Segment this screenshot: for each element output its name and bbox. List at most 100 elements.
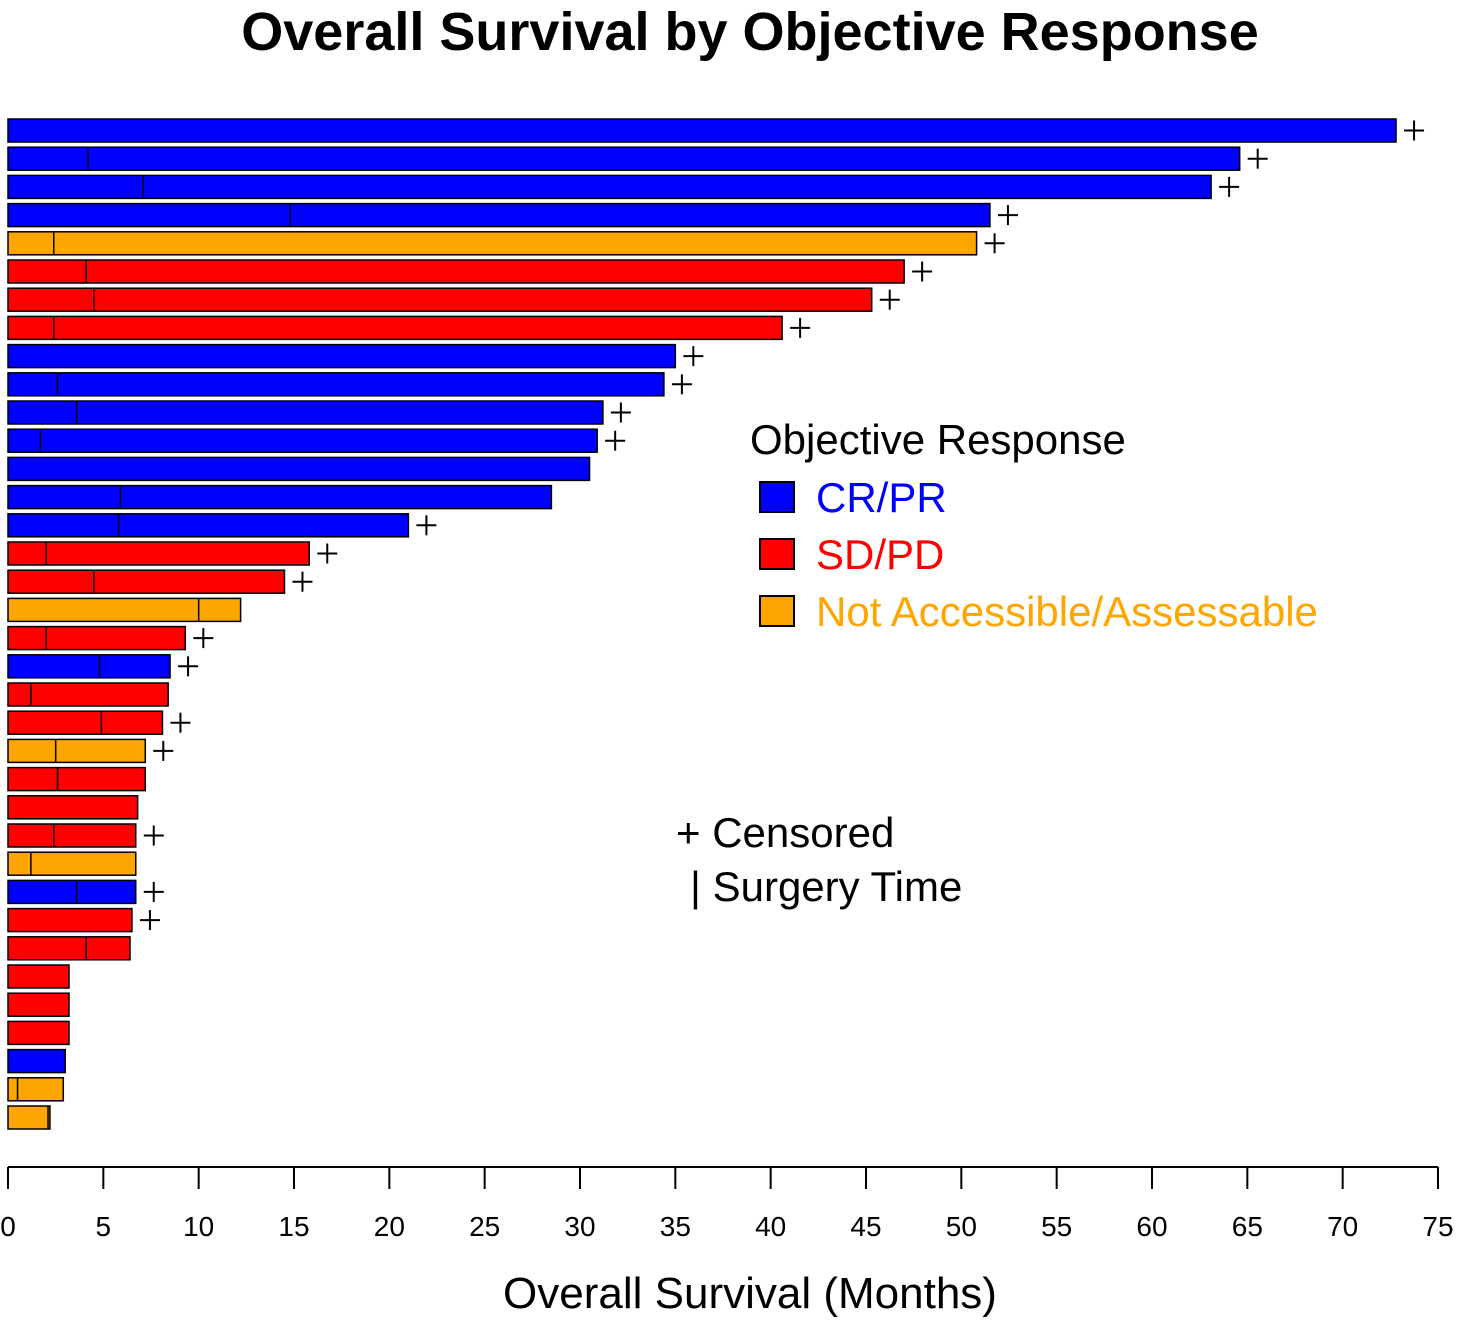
bar [7, 315, 783, 341]
x-tick-label: 70 [1327, 1211, 1358, 1242]
bar [7, 964, 70, 989]
x-tick-label: 30 [564, 1211, 595, 1242]
censored-marker [984, 233, 1005, 254]
censored-marker [153, 740, 174, 761]
x-tick-label: 55 [1041, 1211, 1072, 1242]
x-tick-label: 5 [96, 1211, 112, 1242]
bar-row [7, 992, 70, 1017]
bar-row [7, 118, 1425, 143]
censored-marker [292, 571, 313, 592]
legend-swatch [759, 481, 795, 513]
bar-row [7, 231, 1005, 256]
bar [7, 1020, 70, 1046]
bar [7, 879, 137, 905]
x-tick-label: 0 [0, 1211, 16, 1242]
censored-marker [1219, 176, 1240, 197]
bar [7, 1048, 66, 1074]
bar [7, 513, 410, 538]
bar [7, 907, 133, 933]
bar-row [7, 682, 169, 707]
bar [7, 710, 164, 735]
bar-row [7, 400, 631, 425]
bar-row [7, 1077, 65, 1102]
bar-row [7, 851, 137, 876]
bar-row [7, 569, 313, 594]
bar [7, 1105, 51, 1130]
legend-item: CR/PR [759, 474, 947, 521]
censored-marker [178, 656, 199, 677]
chart-title: Overall Survival by Objective Response [241, 2, 1258, 62]
legend-item: SD/PD [759, 531, 944, 578]
bar-row [7, 484, 553, 510]
bar [7, 738, 147, 764]
bar-row [7, 202, 1018, 228]
bar [7, 936, 131, 961]
censored-marker [683, 346, 704, 367]
x-tick-label: 45 [850, 1211, 881, 1242]
x-tick-label: 50 [946, 1211, 977, 1242]
x-tick-label: 10 [183, 1211, 214, 1242]
bar [7, 146, 1241, 171]
censored-marker [1404, 120, 1425, 141]
bar-row [7, 541, 338, 566]
bar [7, 484, 553, 510]
x-tick-label: 40 [755, 1211, 786, 1242]
x-tick-label: 60 [1136, 1211, 1167, 1242]
bar-row [7, 597, 242, 623]
x-tick-label: 35 [660, 1211, 691, 1242]
bar [7, 823, 137, 848]
bar-row [7, 738, 174, 764]
censored-annotation: + Censored [676, 809, 894, 856]
bar [7, 597, 242, 623]
bar-row [7, 823, 164, 848]
bar [7, 343, 677, 369]
bar-row [7, 1105, 51, 1130]
x-tick-label: 25 [469, 1211, 500, 1242]
bar-row [7, 795, 139, 820]
bar [7, 682, 169, 707]
bar-row [7, 907, 160, 933]
surgery-time-annotation: | Surgery Time [690, 863, 962, 910]
censored-marker [139, 910, 160, 931]
bar-row [7, 343, 704, 369]
legend-swatch [759, 595, 795, 627]
bar-row [7, 710, 191, 735]
censored-marker [790, 317, 811, 338]
bar-row [7, 513, 437, 538]
bar [7, 851, 137, 876]
bar [7, 231, 978, 256]
legend-label: SD/PD [816, 531, 944, 578]
legend: Objective Response CR/PR SD/PD Not Accessi… [750, 416, 1318, 635]
bar-row [7, 1048, 66, 1074]
bar [7, 118, 1397, 143]
bar-row [7, 174, 1240, 200]
bar [7, 795, 139, 820]
bar [7, 625, 187, 651]
bar [7, 1077, 65, 1102]
censored-marker [143, 881, 164, 902]
bar-row [7, 766, 147, 792]
x-axis-label: Overall Survival (Months) [503, 1269, 997, 1318]
censored-marker [605, 430, 626, 451]
censored-marker [1247, 148, 1268, 169]
bar [7, 428, 598, 453]
censored-marker [143, 825, 164, 846]
bar-row [7, 879, 164, 905]
censored-marker [416, 515, 437, 536]
bar-row [7, 625, 214, 651]
legend-swatch [759, 538, 795, 570]
bar [7, 259, 905, 284]
censored-marker [879, 289, 900, 310]
bar-row [7, 964, 70, 989]
bar [7, 174, 1212, 200]
censored-marker [610, 402, 631, 423]
bar [7, 654, 171, 679]
bar [7, 541, 311, 566]
censored-marker [671, 374, 692, 395]
x-tick-label: 15 [278, 1211, 309, 1242]
bar-row [7, 654, 199, 679]
bar-row [7, 456, 591, 482]
x-tick-label: 75 [1422, 1211, 1453, 1242]
